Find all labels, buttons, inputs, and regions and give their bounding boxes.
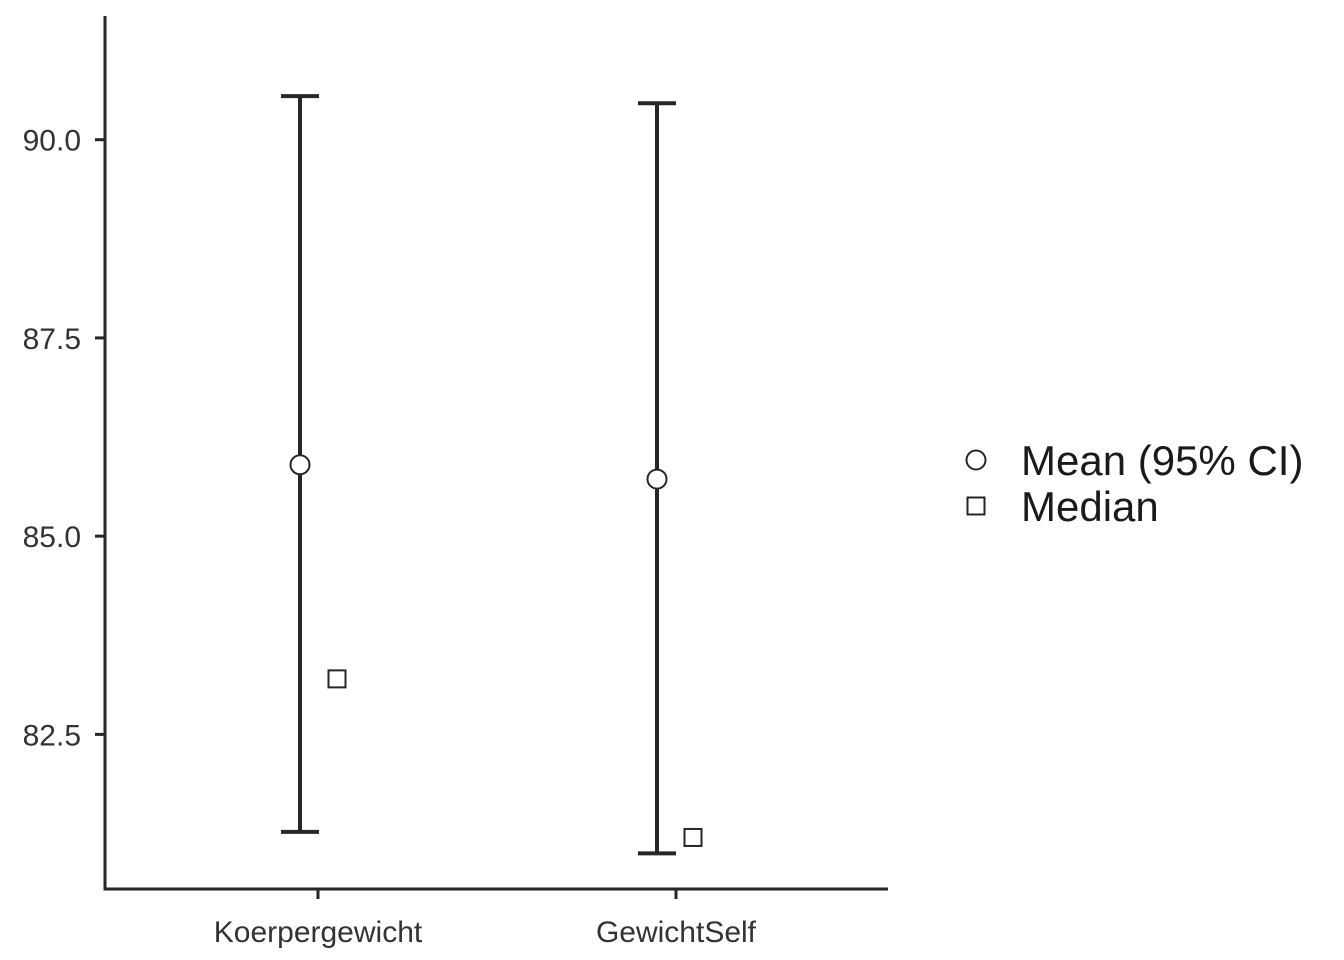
x-tick-label: GewichtSelf: [596, 916, 757, 949]
legend-median-icon: [966, 496, 986, 516]
y-tick-label: 85.0: [23, 521, 81, 554]
y-tick-label: 90.0: [23, 125, 81, 158]
legend: Mean (95% CI)Median: [965, 437, 1303, 530]
y-tick-label: 82.5: [23, 719, 81, 752]
plot-area: 82.5 85.0 87.5 90.0 Koerpergewicht GewichtSel…: [23, 16, 888, 949]
legend-label-median: Median: [1021, 483, 1159, 530]
median-point: [327, 669, 347, 689]
legend-mean-icon: [965, 449, 987, 471]
legend-label-mean: Mean (95% CI): [1021, 437, 1303, 484]
mean-point: [646, 468, 668, 490]
x-tick-label: Koerpergewicht: [214, 916, 423, 949]
median-point: [683, 827, 703, 847]
y-tick-label: 87.5: [23, 323, 81, 356]
mean-point: [289, 454, 311, 476]
